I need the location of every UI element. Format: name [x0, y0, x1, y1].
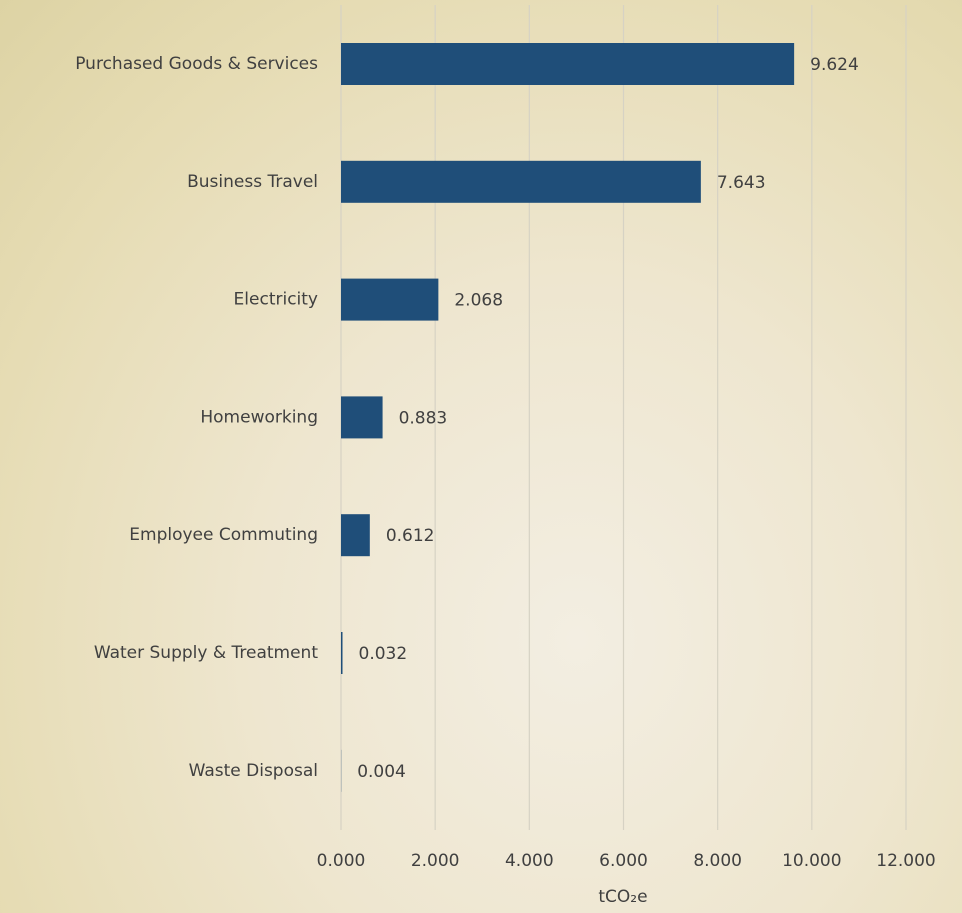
- data-label: 7.643: [717, 173, 766, 193]
- x-tick-label: 2.000: [411, 851, 460, 871]
- x-tick-label: 0.000: [317, 851, 366, 871]
- x-tick-label: 10.000: [782, 851, 841, 871]
- y-tick-label: Purchased Goods & Services: [75, 54, 318, 74]
- x-axis-title: tCO₂e: [598, 887, 647, 907]
- bar: [341, 632, 343, 674]
- y-tick-label: Employee Commuting: [129, 525, 318, 545]
- bar: [341, 278, 439, 321]
- data-label: 2.068: [454, 291, 503, 311]
- data-label: 9.624: [810, 55, 859, 75]
- y-tick-label: Waste Disposal: [189, 761, 318, 781]
- bar: [341, 43, 795, 85]
- y-tick-label: Homeworking: [200, 407, 318, 427]
- data-label: 0.004: [357, 762, 406, 782]
- data-label: 0.883: [399, 408, 448, 428]
- y-tick-label: Business Travel: [187, 172, 318, 192]
- bar: [341, 396, 383, 439]
- bar: [341, 160, 701, 203]
- x-tick-label: 4.000: [505, 851, 554, 871]
- y-tick-label: Water Supply & Treatment: [94, 643, 318, 663]
- bar: [341, 514, 370, 557]
- data-label: 0.612: [386, 526, 435, 546]
- x-tick-label: 12.000: [876, 851, 935, 871]
- data-label: 0.032: [359, 644, 408, 664]
- x-tick-label: 8.000: [693, 851, 742, 871]
- y-tick-label: Electricity: [234, 290, 318, 310]
- x-tick-label: 6.000: [599, 851, 648, 871]
